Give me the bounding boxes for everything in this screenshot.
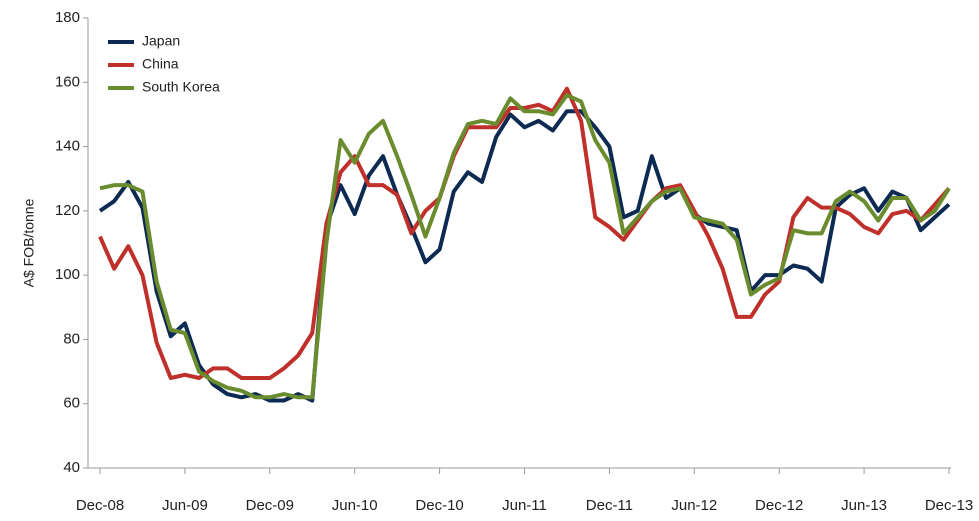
x-tick-label: Dec-08	[76, 497, 124, 514]
x-tick-label: Jun-10	[332, 497, 378, 514]
line-series	[99, 93, 951, 400]
x-tick-label: Jun-09	[162, 497, 208, 514]
y-tick-label: 180	[55, 9, 80, 26]
y-tick-label: 160	[55, 73, 80, 90]
x-tick-label: Jun-12	[671, 497, 717, 514]
legend-label: China	[142, 56, 179, 72]
x-tick-label: Dec-11	[586, 497, 633, 514]
x-tick-label: Dec-09	[246, 497, 294, 514]
x-tick-label: Jun-11	[502, 497, 547, 514]
y-tick-label: 40	[63, 459, 80, 476]
y-tick-label: 120	[55, 202, 80, 219]
legend-label: Japan	[142, 33, 180, 49]
x-tick-label: Dec-10	[415, 497, 463, 514]
y-tick-label: 60	[63, 395, 80, 412]
y-tick-label: 100	[55, 266, 80, 283]
legend-label: South Korea	[142, 79, 220, 95]
y-tick-label: 80	[63, 330, 80, 347]
line-series	[98, 109, 951, 403]
y-tick-label: 140	[55, 138, 80, 155]
x-tick-label: Jun-13	[841, 497, 887, 514]
line-series	[98, 86, 951, 380]
y-axis-label: A$ FOB/tonne	[21, 198, 37, 287]
x-tick-label: Dec-12	[755, 497, 803, 514]
x-tick-label: Dec-13	[925, 497, 973, 514]
